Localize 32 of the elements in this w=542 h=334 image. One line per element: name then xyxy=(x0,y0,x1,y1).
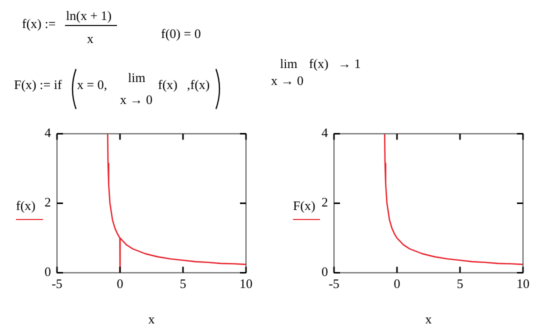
y-tick-label: 0 xyxy=(322,264,328,280)
y-tick-label: 2 xyxy=(44,194,51,210)
text: f(x) xyxy=(309,56,328,71)
text: ln(x + 1) xyxy=(66,8,112,23)
y-tick-label: 0 xyxy=(44,264,51,280)
y-tick-label: 4 xyxy=(322,125,328,140)
x-tick-label: 10 xyxy=(516,276,530,292)
text: x → 0 xyxy=(120,92,152,107)
x-tick-label: -5 xyxy=(52,276,62,292)
y-tick-label: 2 xyxy=(322,194,328,210)
text: lim xyxy=(128,70,146,85)
x-tick-label: 0 xyxy=(394,276,400,292)
text: x → 0 xyxy=(271,73,304,88)
text: lim xyxy=(280,56,298,71)
text: f(0) = 0 xyxy=(161,26,201,41)
y-tick-label: 4 xyxy=(44,125,52,140)
x-axis-title: x xyxy=(148,312,156,327)
text: f(x) xyxy=(16,198,36,214)
text: x = 0, xyxy=(77,77,108,92)
text: F(x) := if xyxy=(14,77,62,92)
x-tick-label: 0 xyxy=(116,276,124,292)
x-axis-title: x xyxy=(425,312,432,327)
text: → 1 xyxy=(338,56,361,71)
text: f(x) xyxy=(158,77,178,92)
x-tick-label: -5 xyxy=(328,276,340,292)
text: f(x) := xyxy=(22,16,56,31)
x-tick-label: 5 xyxy=(456,276,464,292)
x-tick-label: 10 xyxy=(240,276,252,292)
x-tick-label: 5 xyxy=(180,276,186,292)
text: x xyxy=(87,31,94,46)
text: ,f(x) xyxy=(187,77,210,92)
text: F(x) xyxy=(293,198,316,214)
